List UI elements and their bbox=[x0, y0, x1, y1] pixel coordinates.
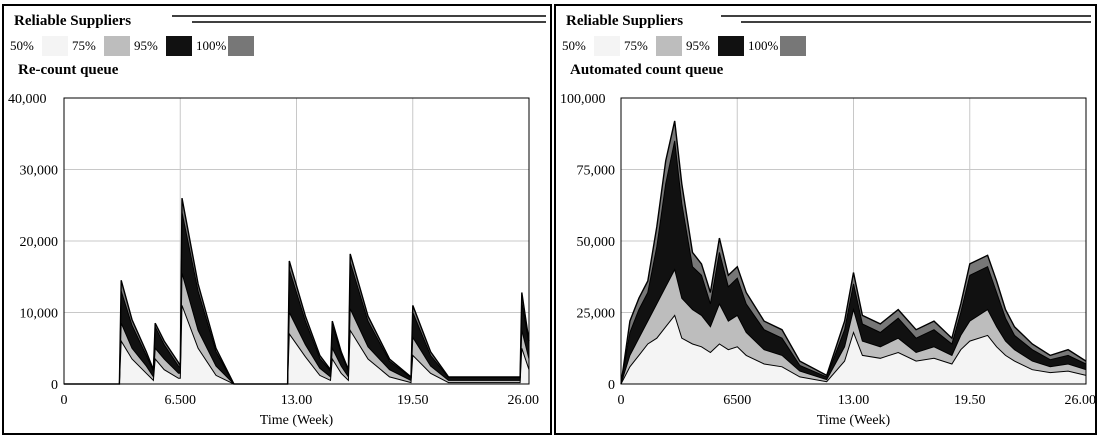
x-tick-label: 26.00 bbox=[508, 393, 540, 408]
legend-swatch bbox=[42, 36, 68, 56]
x-tick-label: 19.50 bbox=[954, 393, 986, 408]
legend-label: 100% bbox=[196, 38, 227, 53]
legend-label: 95% bbox=[686, 38, 710, 53]
x-tick-label: 6.500 bbox=[165, 393, 197, 408]
legend-swatch bbox=[228, 36, 254, 56]
series-line bbox=[620, 140, 1087, 385]
y-tick-label: 25,000 bbox=[577, 307, 616, 322]
band-95 bbox=[64, 212, 529, 384]
legend-label: 75% bbox=[72, 38, 96, 53]
legend-label: 100% bbox=[748, 38, 779, 53]
automated-count-queue-chart: Reliable Suppliers 50% 75% 95% 100% Automated… bbox=[560, 13, 1096, 428]
series-line bbox=[64, 212, 530, 385]
series-line bbox=[64, 305, 530, 385]
legend-label: 50% bbox=[562, 38, 586, 53]
series-line bbox=[620, 268, 1087, 385]
legend-swatch bbox=[594, 36, 620, 56]
y-tick-label: 20,000 bbox=[20, 235, 59, 250]
x-tick-label: 26.00 bbox=[1065, 393, 1096, 408]
x-tick-label: 19.50 bbox=[397, 393, 429, 408]
plot-frame bbox=[620, 97, 1087, 385]
series-line bbox=[620, 120, 1087, 385]
legend-label: 75% bbox=[624, 38, 648, 53]
y-tick-label: 100,000 bbox=[560, 92, 606, 107]
y-tick-label: 75,000 bbox=[577, 164, 616, 179]
chart-title: Re-count queue bbox=[18, 62, 119, 78]
x-tick-label: 6500 bbox=[723, 393, 751, 408]
plot-frame bbox=[63, 97, 530, 385]
y-tick-label: 40,000 bbox=[8, 92, 47, 107]
y-tick-label: 50,000 bbox=[577, 235, 616, 250]
legend-label: 95% bbox=[134, 38, 158, 53]
x-tick-label: 13.00 bbox=[838, 393, 870, 408]
legend-swatch bbox=[780, 36, 806, 56]
y-tick-label: 0 bbox=[51, 378, 58, 393]
x-axis-label: Time (Week) bbox=[817, 413, 891, 428]
x-tick-label: 0 bbox=[618, 393, 625, 408]
recount-queue-chart: Reliable Suppliers 50% 75% 95% 100% Re-count … bbox=[8, 13, 546, 428]
band-75 bbox=[621, 269, 1086, 384]
x-axis-label: Time (Week) bbox=[260, 413, 334, 428]
chart-panel-recount: Reliable Suppliers 50% 75% 95% 100% Re-count … bbox=[2, 4, 552, 435]
legend-swatch bbox=[718, 36, 744, 56]
band-95 bbox=[621, 140, 1086, 384]
chart-title: Automated count queue bbox=[570, 62, 724, 78]
legend-label: 50% bbox=[10, 38, 34, 53]
series-line bbox=[620, 314, 1087, 385]
band-75 bbox=[64, 273, 529, 384]
x-tick-label: 13.00 bbox=[281, 393, 313, 408]
band-50 bbox=[621, 315, 1086, 384]
y-tick-label: 0 bbox=[608, 378, 615, 393]
legend-swatch bbox=[656, 36, 682, 56]
y-tick-label: 10,000 bbox=[20, 307, 59, 322]
chart-panel-automated: Reliable Suppliers 50% 75% 95% 100% Automated… bbox=[554, 4, 1097, 435]
group-title: Reliable Suppliers bbox=[14, 13, 131, 29]
group-title: Reliable Suppliers bbox=[566, 13, 683, 29]
x-tick-label: 0 bbox=[61, 393, 68, 408]
legend-swatch bbox=[104, 36, 130, 56]
legend-swatch bbox=[166, 36, 192, 56]
y-tick-label: 30,000 bbox=[20, 164, 59, 179]
